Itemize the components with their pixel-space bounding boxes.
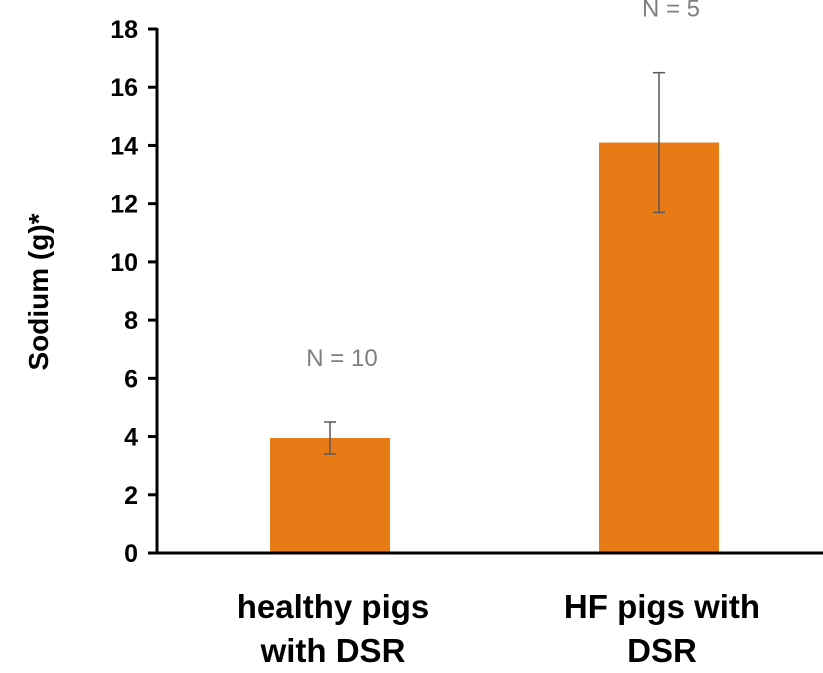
y-tick-label: 12 xyxy=(110,191,138,219)
x-category-label: healthy pigs xyxy=(237,588,430,625)
y-tick-label: 16 xyxy=(110,74,138,102)
y-tick-label: 14 xyxy=(110,132,138,160)
x-category-label: HF pigs with xyxy=(564,588,760,625)
x-category-label: with DSR xyxy=(260,632,406,668)
y-tick-label: 6 xyxy=(124,365,138,393)
y-tick-label: 8 xyxy=(124,307,138,335)
y-tick-label: 2 xyxy=(124,482,138,510)
y-ticks-group: 0 2 4 6 8 10 12 14 16 18 xyxy=(110,16,157,568)
y-tick-label: 18 xyxy=(110,16,138,44)
y-tick-label: 0 xyxy=(124,540,138,568)
y-axis-title: Sodium (g)* xyxy=(23,213,54,370)
category-labels-group: healthy pigs with DSR HF pigs with DSR xyxy=(237,588,760,668)
sample-size-label: N = 5 xyxy=(642,0,700,23)
sample-size-label: N = 10 xyxy=(306,345,377,372)
bar xyxy=(270,438,390,553)
axes-group xyxy=(156,28,823,555)
x-category-label: DSR xyxy=(627,632,697,668)
y-tick-label: 10 xyxy=(110,249,138,277)
y-axis-title-group: Sodium (g)* xyxy=(23,213,54,370)
y-tick-label: 4 xyxy=(124,424,138,452)
